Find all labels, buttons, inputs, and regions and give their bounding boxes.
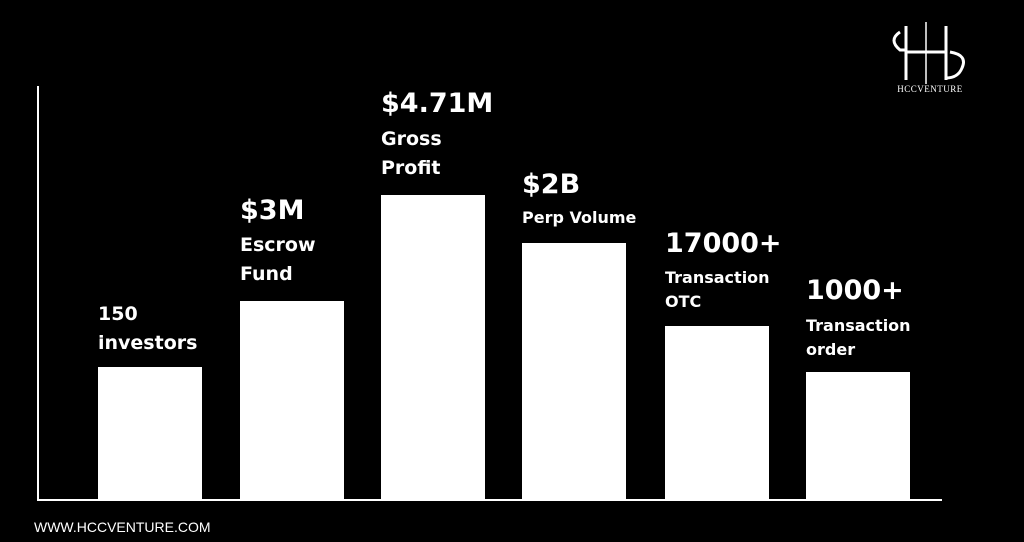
- description: Perp Volume: [522, 208, 637, 227]
- bar: [522, 243, 626, 500]
- value-label: $3M: [240, 195, 304, 226]
- description: Transaction: [806, 316, 911, 335]
- bar: [806, 372, 910, 500]
- value-label: $4.71M: [381, 88, 493, 119]
- description: Profit: [381, 157, 441, 179]
- bar: [665, 326, 769, 500]
- footer: WWW.HCCVENTURE.COM: [34, 519, 211, 535]
- description: Escrow: [240, 234, 316, 256]
- description: Fund: [240, 263, 293, 285]
- description: Gross: [381, 128, 442, 150]
- description: investors: [98, 332, 197, 354]
- description: Transaction: [665, 268, 770, 287]
- value-label: 1000+: [806, 275, 904, 306]
- description: OTC: [665, 292, 701, 311]
- value-label: 17000+: [665, 228, 782, 259]
- brand: HCCVENTURE: [897, 84, 963, 94]
- bar: [240, 301, 344, 500]
- logo: [892, 22, 965, 84]
- bar: [381, 195, 485, 500]
- value-label: $2B: [522, 169, 580, 200]
- description: order: [806, 340, 855, 359]
- bar: [98, 367, 202, 500]
- value-label: 150: [98, 303, 138, 325]
